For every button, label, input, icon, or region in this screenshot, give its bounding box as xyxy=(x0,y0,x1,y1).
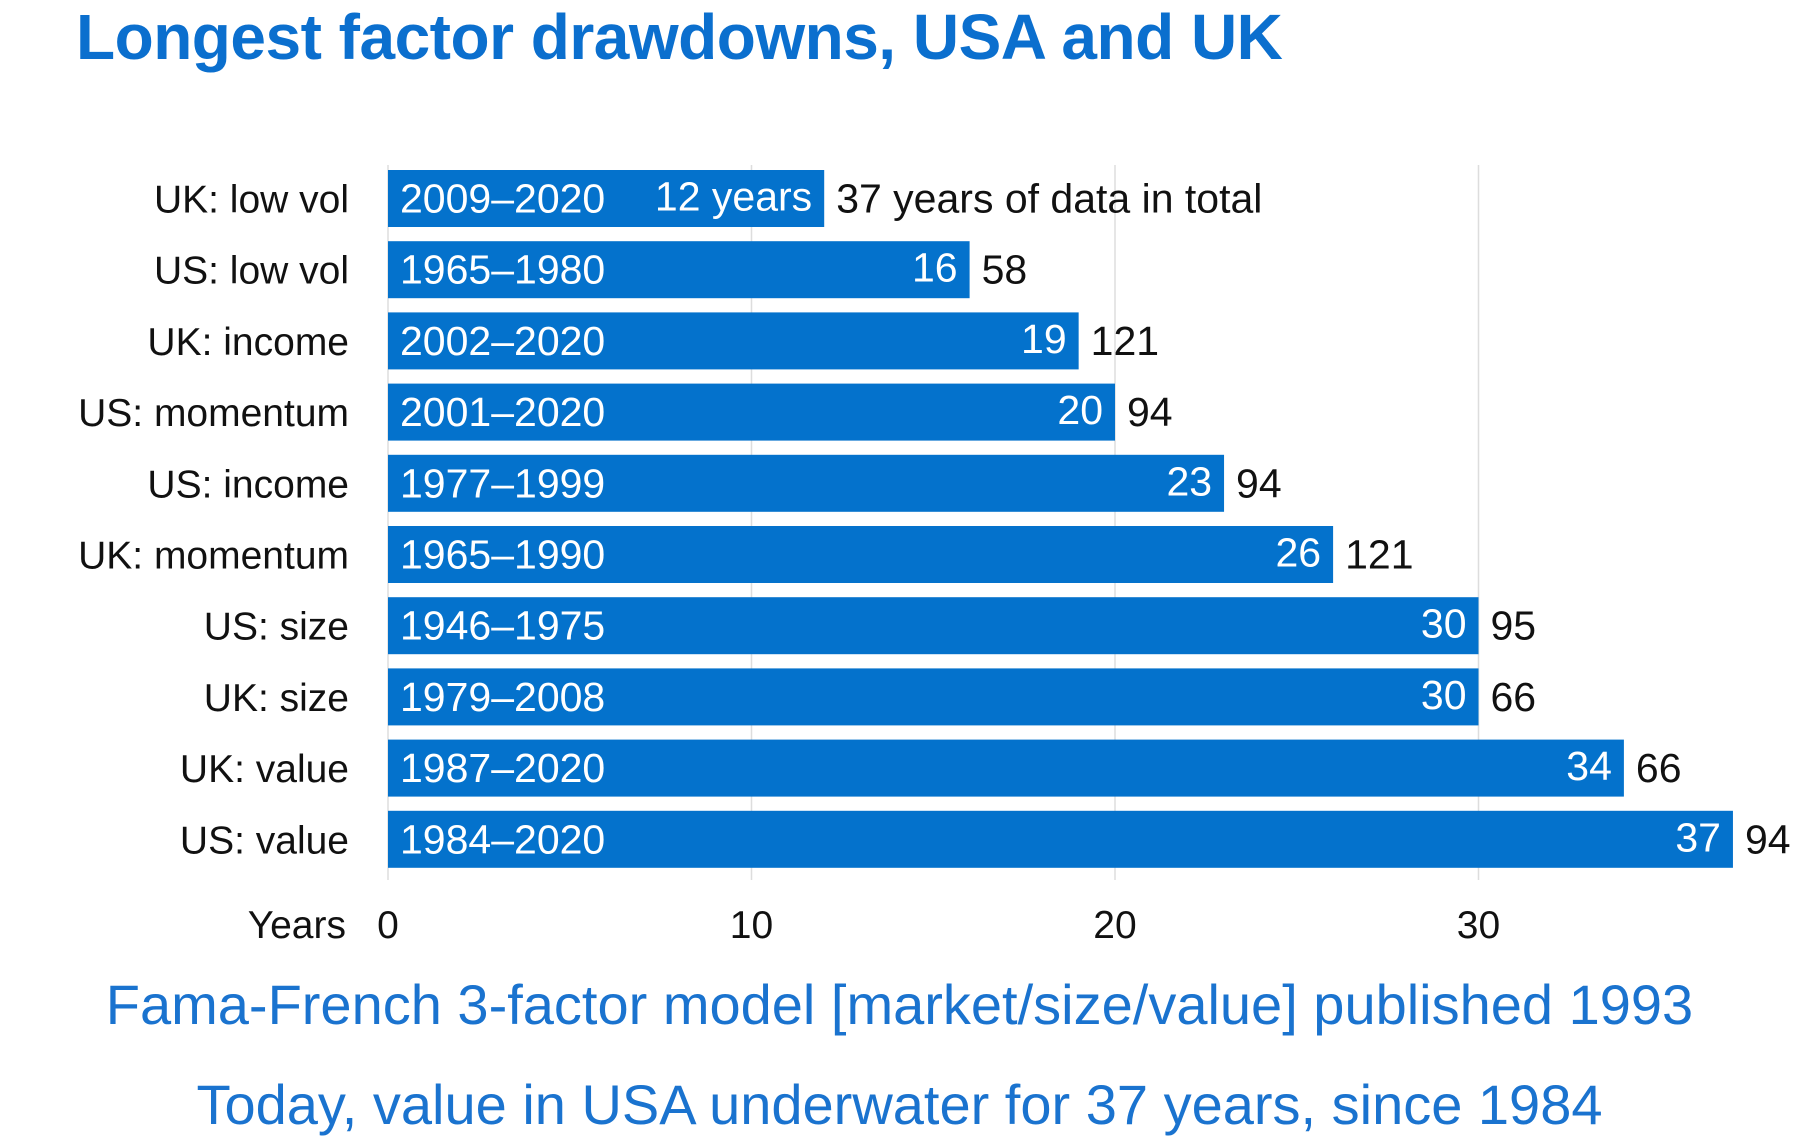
data-years-label-uk-income: 121 xyxy=(1091,318,1159,364)
bar-us-low-vol xyxy=(388,241,970,299)
bar-us-value xyxy=(388,810,1733,868)
category-label-us-value: US: value xyxy=(180,819,349,862)
bar-uk-size xyxy=(388,668,1479,726)
category-label-uk-momentum: UK: momentum xyxy=(78,535,349,578)
period-label-us-value: 1984–2020 xyxy=(400,816,605,862)
category-label-uk-low-vol: UK: low vol xyxy=(154,179,349,222)
period-label-uk-low-vol: 2009–2020 xyxy=(400,176,605,222)
labels: 0 10 20 30 Years UK: low vol 2009–2020 12 years… xyxy=(78,174,1790,948)
bar-chart: 0 10 20 30 Years UK: low vol 2009–2020 12 years… xyxy=(78,165,1791,948)
period-label-us-income: 1977–1999 xyxy=(400,460,605,506)
x-tick-label-20: 20 xyxy=(1093,904,1136,947)
chart-title: Longest factor drawdowns, USA and UK xyxy=(76,1,1283,73)
period-label-uk-momentum: 1965–1990 xyxy=(400,532,605,578)
period-label-us-low-vol: 1965–1980 xyxy=(400,247,605,293)
bar-us-income xyxy=(388,454,1225,512)
period-label-uk-value: 1987–2020 xyxy=(400,745,605,791)
bar-uk-momentum xyxy=(388,526,1334,583)
value-label-us-income: 23 xyxy=(1166,458,1212,504)
x-axis-label: Years xyxy=(248,904,346,947)
category-label-us-size: US: size xyxy=(204,606,349,649)
value-label-uk-size: 30 xyxy=(1421,672,1467,718)
value-label-uk-value: 34 xyxy=(1566,743,1612,789)
x-tick-label-10: 10 xyxy=(730,904,773,947)
category-label-us-income: US: income xyxy=(147,463,349,506)
period-label-us-size: 1946–1975 xyxy=(400,603,605,649)
data-years-label-us-value: 94 xyxy=(1745,816,1791,862)
value-label-us-size: 30 xyxy=(1421,601,1467,647)
period-label-uk-size: 1979–2008 xyxy=(400,674,605,720)
data-years-label-uk-size: 66 xyxy=(1491,674,1537,720)
bar-us-size xyxy=(388,597,1479,655)
category-label-uk-value: UK: value xyxy=(180,748,349,791)
value-label-us-value: 37 xyxy=(1675,814,1721,860)
value-label-uk-income: 19 xyxy=(1021,316,1067,362)
bars xyxy=(388,170,1733,868)
x-tick-label-30: 30 xyxy=(1457,904,1500,947)
data-years-label-uk-momentum: 121 xyxy=(1345,532,1413,578)
category-label-us-low-vol: US: low vol xyxy=(154,250,349,293)
data-years-label-us-income: 94 xyxy=(1236,460,1282,506)
bar-us-momentum xyxy=(388,383,1115,441)
data-years-label-us-momentum: 94 xyxy=(1127,389,1173,435)
data-years-label-uk-value: 66 xyxy=(1636,745,1682,791)
value-label-us-momentum: 20 xyxy=(1057,387,1103,433)
value-label-uk-momentum: 26 xyxy=(1275,530,1321,576)
footnote-fama-french: Fama-French 3-factor model [market/size/… xyxy=(105,973,1694,1036)
period-label-us-momentum: 2001–2020 xyxy=(400,389,605,435)
x-tick-label-0: 0 xyxy=(377,904,399,947)
bar-uk-income xyxy=(388,312,1079,370)
value-label-us-low-vol: 16 xyxy=(912,245,958,291)
bar-uk-value xyxy=(388,739,1624,797)
category-label-uk-income: UK: income xyxy=(147,321,349,364)
data-years-label-us-low-vol: 58 xyxy=(982,247,1028,293)
category-label-uk-size: UK: size xyxy=(204,677,349,720)
category-label-us-momentum: US: momentum xyxy=(78,392,349,435)
period-label-uk-income: 2002–2020 xyxy=(400,318,605,364)
data-years-label-uk-low-vol: 37 years of data in total xyxy=(836,176,1262,222)
value-label-uk-low-vol: 12 years xyxy=(655,174,812,220)
footnote-value-underwater: Today, value in USA underwater for 37 ye… xyxy=(196,1073,1603,1136)
data-years-label-us-size: 95 xyxy=(1491,603,1537,649)
bar-uk-low-vol xyxy=(388,170,825,227)
